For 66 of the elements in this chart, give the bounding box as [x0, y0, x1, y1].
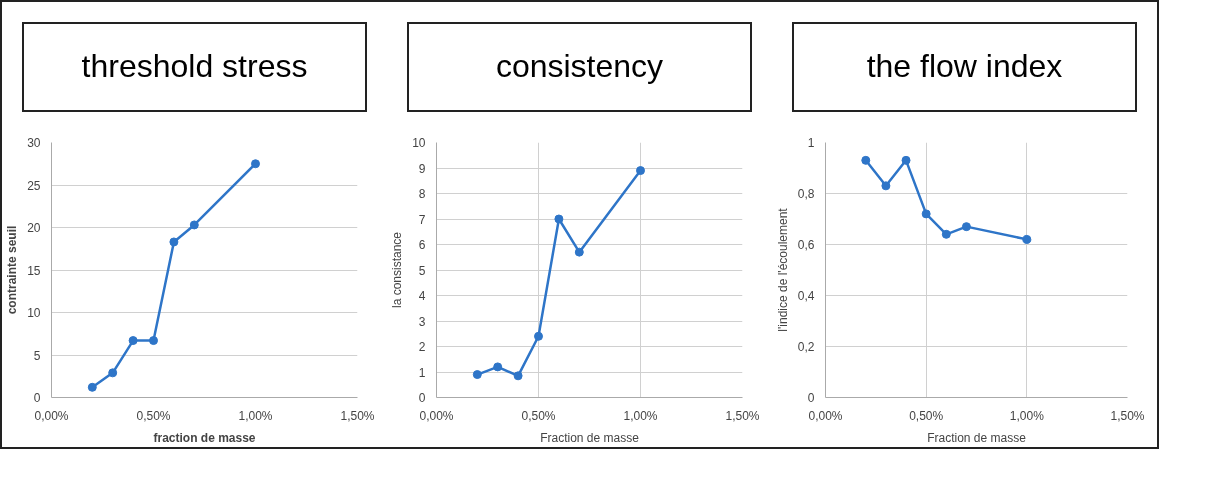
- y-tick-label: 2: [418, 340, 426, 354]
- y-tick-label: 15: [27, 263, 41, 278]
- y-tick-label: 6: [418, 238, 426, 252]
- x-tick-label: 1,00%: [238, 408, 273, 423]
- y-tick-label: 10: [412, 136, 426, 150]
- y-tick-label: 0,8: [797, 187, 815, 201]
- point: [128, 336, 138, 346]
- point: [901, 155, 911, 165]
- point: [149, 336, 158, 346]
- point: [861, 155, 871, 165]
- y-axis-title: la consistance: [390, 231, 405, 309]
- point: [493, 362, 503, 372]
- y-tick-label: 0,6: [797, 238, 815, 252]
- y-tick-label: 4: [418, 289, 426, 303]
- y-tick-label: 8: [418, 187, 426, 201]
- x-tick-label: 1,00%: [623, 408, 658, 423]
- point: [554, 214, 564, 224]
- point: [881, 181, 891, 191]
- y-tick-label: 1: [807, 136, 815, 150]
- chart-title: threshold stress: [81, 47, 308, 87]
- x-axis-title: fraction de masse: [153, 430, 256, 445]
- x-tick-label: 0,50%: [909, 408, 944, 423]
- x-tick-label: 0,50%: [521, 408, 556, 423]
- y-tick-label: 0,2: [797, 340, 815, 354]
- chart-title: the flow index: [866, 47, 1063, 87]
- y-tick-label: 5: [418, 263, 426, 278]
- x-tick-label: 0,00%: [34, 408, 69, 423]
- point: [534, 331, 543, 341]
- point: [189, 220, 199, 230]
- x-tick-label: 1,50%: [725, 408, 760, 423]
- y-tick-label: 0: [418, 391, 426, 405]
- x-tick-label: 1,50%: [340, 408, 375, 423]
- y-tick-label: 0,4: [797, 289, 815, 303]
- x-tick-label: 1,50%: [1110, 408, 1145, 423]
- y-tick-label: 5: [33, 348, 41, 363]
- y-tick-label: 9: [418, 161, 426, 176]
- point: [251, 159, 260, 169]
- y-tick-label: 0: [33, 391, 41, 405]
- point: [108, 368, 118, 378]
- y-tick-label: 10: [27, 306, 41, 320]
- x-tick-label: 0,50%: [136, 408, 171, 423]
- y-tick-label: 1: [418, 365, 426, 380]
- point: [169, 237, 179, 247]
- point: [87, 382, 97, 392]
- y-tick-label: 30: [27, 136, 41, 150]
- y-axis-title: l'indice de l'écoulement: [775, 207, 790, 332]
- point: [636, 166, 645, 176]
- y-tick-label: 20: [27, 221, 41, 235]
- point: [513, 371, 523, 381]
- x-tick-label: 1,00%: [1009, 408, 1045, 423]
- y-tick-label: 25: [27, 178, 41, 193]
- x-tick-label: 0,00%: [419, 408, 454, 423]
- x-tick-label: 0,00%: [808, 408, 843, 423]
- point: [1022, 234, 1032, 244]
- point: [574, 247, 584, 257]
- point: [961, 222, 971, 232]
- y-tick-label: 3: [418, 314, 426, 329]
- x-axis-title: Fraction de masse: [927, 430, 1027, 445]
- chart-title: consistency: [495, 47, 664, 87]
- point: [921, 209, 931, 219]
- point: [941, 229, 951, 239]
- y-tick-label: 0: [807, 391, 815, 405]
- y-tick-label: 7: [418, 212, 426, 227]
- x-axis-title: Fraction de masse: [540, 430, 640, 445]
- point: [472, 370, 482, 380]
- y-axis-title: contrainte seuil: [5, 225, 20, 315]
